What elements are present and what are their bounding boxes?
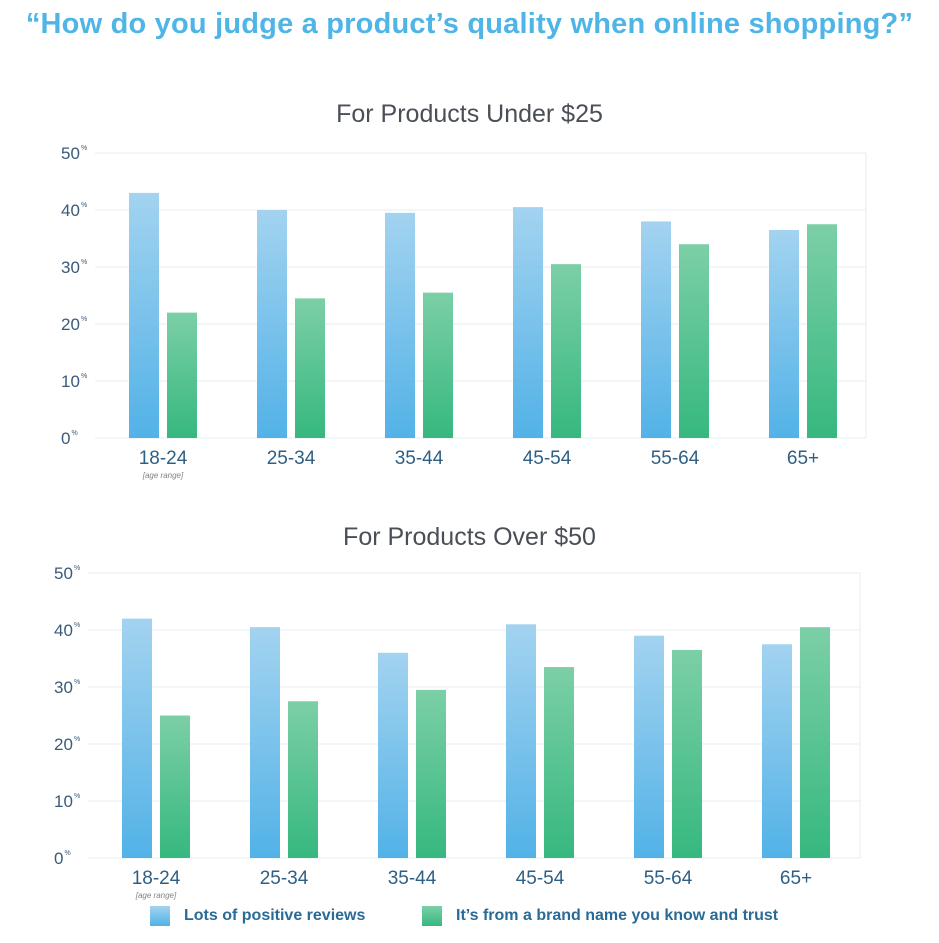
x-tick-label: 35-44	[388, 868, 437, 889]
x-tick-label: 18-24	[139, 448, 188, 469]
y-tick-suffix: %	[74, 622, 80, 629]
bar-brand-45-54	[544, 667, 574, 858]
legend: Lots of positive reviews It’s from a bra…	[0, 906, 939, 930]
y-tick-suffix: %	[81, 145, 87, 152]
y-tick-label: 0	[61, 429, 70, 448]
y-tick-label: 10	[54, 792, 73, 811]
bar-brand-35-44	[423, 292, 453, 438]
blue-square-icon	[150, 906, 170, 926]
y-tick-label: 10	[61, 372, 80, 391]
x-axis-note: [age range]	[135, 891, 177, 900]
bar-reviews-18-24	[122, 618, 152, 858]
bar-brand-55-64	[679, 244, 709, 438]
bar-reviews-45-54	[506, 624, 536, 858]
chart-over-50: 0 %10 %20 %30 %40 %50 %18-24[age range]25-34 35…	[54, 564, 861, 900]
y-tick-suffix: %	[72, 430, 78, 437]
bar-brand-35-44	[416, 689, 446, 858]
bar-reviews-35-44	[378, 652, 408, 858]
bar-brand-65+	[807, 224, 837, 438]
legend-item-reviews: Lots of positive reviews	[150, 906, 365, 926]
headline: “How do you judge a product’s quality wh…	[25, 8, 914, 40]
bar-reviews-25-34	[250, 627, 280, 858]
y-tick-suffix: %	[81, 316, 87, 323]
bar-brand-55-64	[672, 649, 702, 858]
x-tick-label: 25-34	[267, 448, 316, 469]
y-tick-suffix: %	[74, 793, 80, 800]
y-tick-label: 50	[54, 564, 73, 583]
bar-reviews-18-24	[129, 192, 159, 438]
green-square-icon	[422, 906, 442, 926]
x-tick-label: 45-54	[516, 868, 565, 889]
x-tick-label: 65+	[787, 448, 819, 469]
x-tick-label: 35-44	[395, 448, 444, 469]
bar-brand-65+	[800, 627, 830, 858]
y-tick-suffix: %	[74, 736, 80, 743]
y-tick-suffix: %	[81, 202, 87, 209]
x-tick-label: 45-54	[523, 448, 572, 469]
x-tick-label: 55-64	[644, 868, 693, 889]
bar-reviews-55-64	[634, 635, 664, 858]
x-tick-label: 18-24	[132, 868, 181, 889]
legend-label-reviews: Lots of positive reviews	[184, 907, 366, 924]
y-tick-label: 20	[61, 315, 80, 334]
y-tick-label: 40	[54, 621, 73, 640]
bar-reviews-25-34	[257, 210, 287, 438]
legend-label-brand: It’s from a brand name you know and trus…	[456, 907, 779, 924]
bar-brand-25-34	[288, 701, 318, 858]
y-tick-label: 30	[61, 258, 80, 277]
bar-brand-45-54	[551, 264, 581, 438]
bar-brand-25-34	[295, 298, 325, 438]
x-tick-label: 65+	[780, 868, 812, 889]
bar-reviews-45-54	[513, 207, 543, 438]
chart-under-25: 0 %10 %20 %30 %40 %50 %18-24[age range]25-34 35…	[61, 144, 867, 480]
x-tick-label: 55-64	[651, 448, 700, 469]
y-tick-suffix: %	[74, 679, 80, 686]
bar-reviews-65+	[762, 644, 792, 858]
bar-reviews-55-64	[641, 221, 671, 438]
bar-brand-18-24	[167, 312, 197, 438]
x-tick-label: 25-34	[260, 868, 309, 889]
y-tick-suffix: %	[65, 850, 71, 857]
chart-2-title: For Products Over $50	[343, 523, 596, 551]
chart-1-title: For Products Under $25	[336, 100, 603, 128]
y-tick-label: 40	[61, 201, 80, 220]
x-axis-note: [age range]	[142, 471, 184, 480]
legend-item-brand: It’s from a brand name you know and trus…	[422, 906, 778, 926]
y-tick-label: 20	[54, 735, 73, 754]
y-tick-suffix: %	[81, 373, 87, 380]
y-tick-suffix: %	[74, 565, 80, 572]
bar-brand-18-24	[160, 715, 190, 858]
y-tick-label: 0	[54, 849, 63, 868]
y-tick-label: 50	[61, 144, 80, 163]
bar-reviews-65+	[769, 229, 799, 438]
bar-reviews-35-44	[385, 212, 415, 438]
y-tick-label: 30	[54, 678, 73, 697]
y-tick-suffix: %	[81, 259, 87, 266]
